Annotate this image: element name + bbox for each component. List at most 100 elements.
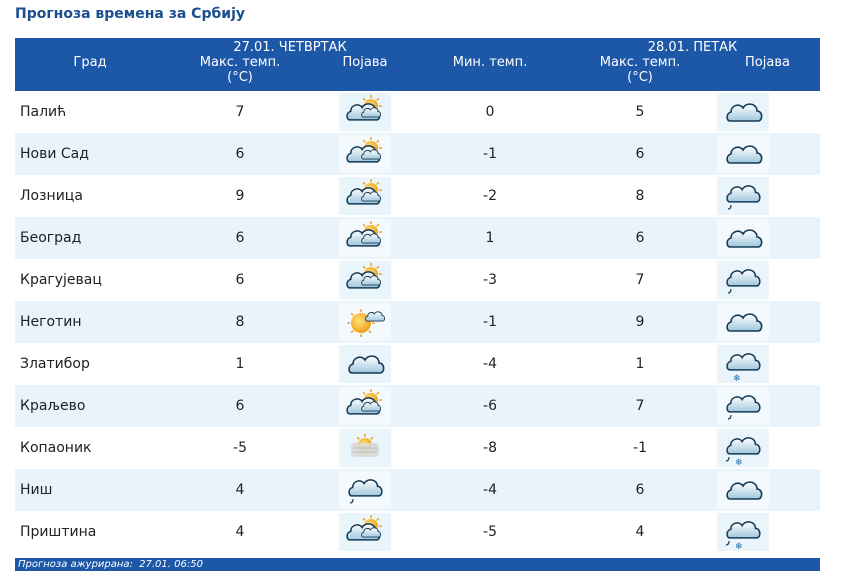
day2-max-temp: 4 xyxy=(565,511,715,553)
updated-label: Прогноза ажурирана: xyxy=(18,559,133,570)
header-spacer xyxy=(415,38,565,55)
updated-value: 27.01. 06:50 xyxy=(139,559,203,570)
day2-min-temp: -1 xyxy=(415,133,565,175)
day1-phenomenon-header: Појава xyxy=(315,55,415,91)
day1-max-temp: 6 xyxy=(165,385,315,427)
day2-phenomenon: ❄ xyxy=(715,511,821,553)
day2-max-temp: 1 xyxy=(565,343,715,385)
day2-phenomenon xyxy=(715,301,821,343)
city-name: Палић xyxy=(15,91,165,133)
day1-phenomenon xyxy=(315,175,415,217)
day2-phenomenon xyxy=(715,175,821,217)
table-row: Неготин 8 -1 9 xyxy=(15,301,821,343)
day2-min-temp: -4 xyxy=(415,343,565,385)
partly-cloudy-sun-icon xyxy=(339,219,391,257)
day1-phenomenon xyxy=(315,427,415,469)
table-row: Палић 7 0 5 xyxy=(15,91,821,133)
city-name: Краљево xyxy=(15,385,165,427)
day1-date-header: 27.01. ЧЕТВРТАК xyxy=(165,38,415,55)
day2-min-temp: -2 xyxy=(415,175,565,217)
day1-max-temp: 7 xyxy=(165,91,315,133)
cloud-icon xyxy=(717,471,769,509)
day2-min-temp: -8 xyxy=(415,427,565,469)
partly-cloudy-sun-icon xyxy=(339,135,391,173)
day2-min-temp: -6 xyxy=(415,385,565,427)
day2-phenomenon: ❄ xyxy=(715,427,821,469)
city-name: Нови Сад xyxy=(15,133,165,175)
partly-cloudy-sun-icon xyxy=(339,93,391,131)
day1-max-header: Макс. темп. (°C) xyxy=(165,55,315,91)
day1-max-temp: 4 xyxy=(165,511,315,553)
city-name: Крагујевац xyxy=(15,259,165,301)
sun-cloud-icon xyxy=(339,303,391,341)
header-spacer xyxy=(15,38,165,55)
day1-max-temp: 1 xyxy=(165,343,315,385)
day1-phenomenon xyxy=(315,91,415,133)
table-row: Копаоник -5 -8 -1 ❄ xyxy=(15,427,821,469)
day1-phenomenon xyxy=(315,511,415,553)
day1-max-temp: 6 xyxy=(165,259,315,301)
table-row: Краљево 6 -6 7 xyxy=(15,385,821,427)
city-name: Приштина xyxy=(15,511,165,553)
day2-min-temp: -5 xyxy=(415,511,565,553)
partly-cloudy-sun-icon xyxy=(339,261,391,299)
day2-max-temp: 5 xyxy=(565,91,715,133)
day1-phenomenon xyxy=(315,217,415,259)
city-name: Неготин xyxy=(15,301,165,343)
day1-max-temp: 8 xyxy=(165,301,315,343)
partly-cloudy-sun-icon xyxy=(339,513,391,551)
day1-phenomenon xyxy=(315,469,415,511)
day2-date-header: 28.01. ПЕТАК xyxy=(565,38,821,55)
cloud-rain-snow-icon: ❄ xyxy=(717,429,769,467)
day1-max-temp: 9 xyxy=(165,175,315,217)
day1-phenomenon xyxy=(315,343,415,385)
day2-min-temp: -4 xyxy=(415,469,565,511)
day2-max-header: Макс. темп. (°C) xyxy=(565,55,715,91)
table-row: Нови Сад 6 -1 6 xyxy=(15,133,821,175)
day2-max-temp: 7 xyxy=(565,385,715,427)
city-name: Лозница xyxy=(15,175,165,217)
cloud-icon xyxy=(717,219,769,257)
day2-phenomenon xyxy=(715,217,821,259)
table-row: Лозница 9 -2 8 xyxy=(15,175,821,217)
cloud-icon xyxy=(717,135,769,173)
day2-phenomenon xyxy=(715,259,821,301)
partly-cloudy-sun-icon xyxy=(339,177,391,215)
table-row: Београд 6 1 6 xyxy=(15,217,821,259)
cloud-snow-icon: ❄ xyxy=(717,345,769,383)
day2-max-temp: 6 xyxy=(565,469,715,511)
table-row: Златибор 1 -4 1 ❄ xyxy=(15,343,821,385)
svg-text:❄: ❄ xyxy=(735,542,743,551)
cloud-rain-snow-icon: ❄ xyxy=(717,513,769,551)
day2-min-temp: -1 xyxy=(415,301,565,343)
cloud-icon xyxy=(339,345,391,383)
forecast-updated-bar: Прогноза ажурирана: 27.01. 06:50 xyxy=(15,558,820,571)
day1-phenomenon xyxy=(315,301,415,343)
day2-phenomenon: ❄ xyxy=(715,343,821,385)
day2-max-temp: 9 xyxy=(565,301,715,343)
day2-phenomenon xyxy=(715,385,821,427)
day2-phenomenon-header: Појава xyxy=(715,55,821,91)
city-name: Златибор xyxy=(15,343,165,385)
svg-text:❄: ❄ xyxy=(733,374,741,383)
cloud-rain-icon xyxy=(339,471,391,509)
day1-max-temp: 4 xyxy=(165,469,315,511)
svg-text:❄: ❄ xyxy=(735,458,743,467)
cloud-rain-icon xyxy=(717,261,769,299)
table-row: Ниш 4 -4 6 xyxy=(15,469,821,511)
partly-cloudy-sun-icon xyxy=(339,387,391,425)
fog-sun-icon xyxy=(339,429,391,467)
city-column-header: Град xyxy=(15,55,165,91)
table-row: Приштина 4 -5 4 ❄ xyxy=(15,511,821,553)
day1-phenomenon xyxy=(315,133,415,175)
day2-phenomenon xyxy=(715,469,821,511)
cloud-rain-icon xyxy=(717,177,769,215)
day2-max-temp: 6 xyxy=(565,133,715,175)
table-row: Крагујевац 6 -3 7 xyxy=(15,259,821,301)
city-name: Ниш xyxy=(15,469,165,511)
day2-max-temp: 8 xyxy=(565,175,715,217)
day2-phenomenon xyxy=(715,133,821,175)
day2-max-temp: 7 xyxy=(565,259,715,301)
day2-max-temp: -1 xyxy=(565,427,715,469)
cloud-icon xyxy=(717,303,769,341)
